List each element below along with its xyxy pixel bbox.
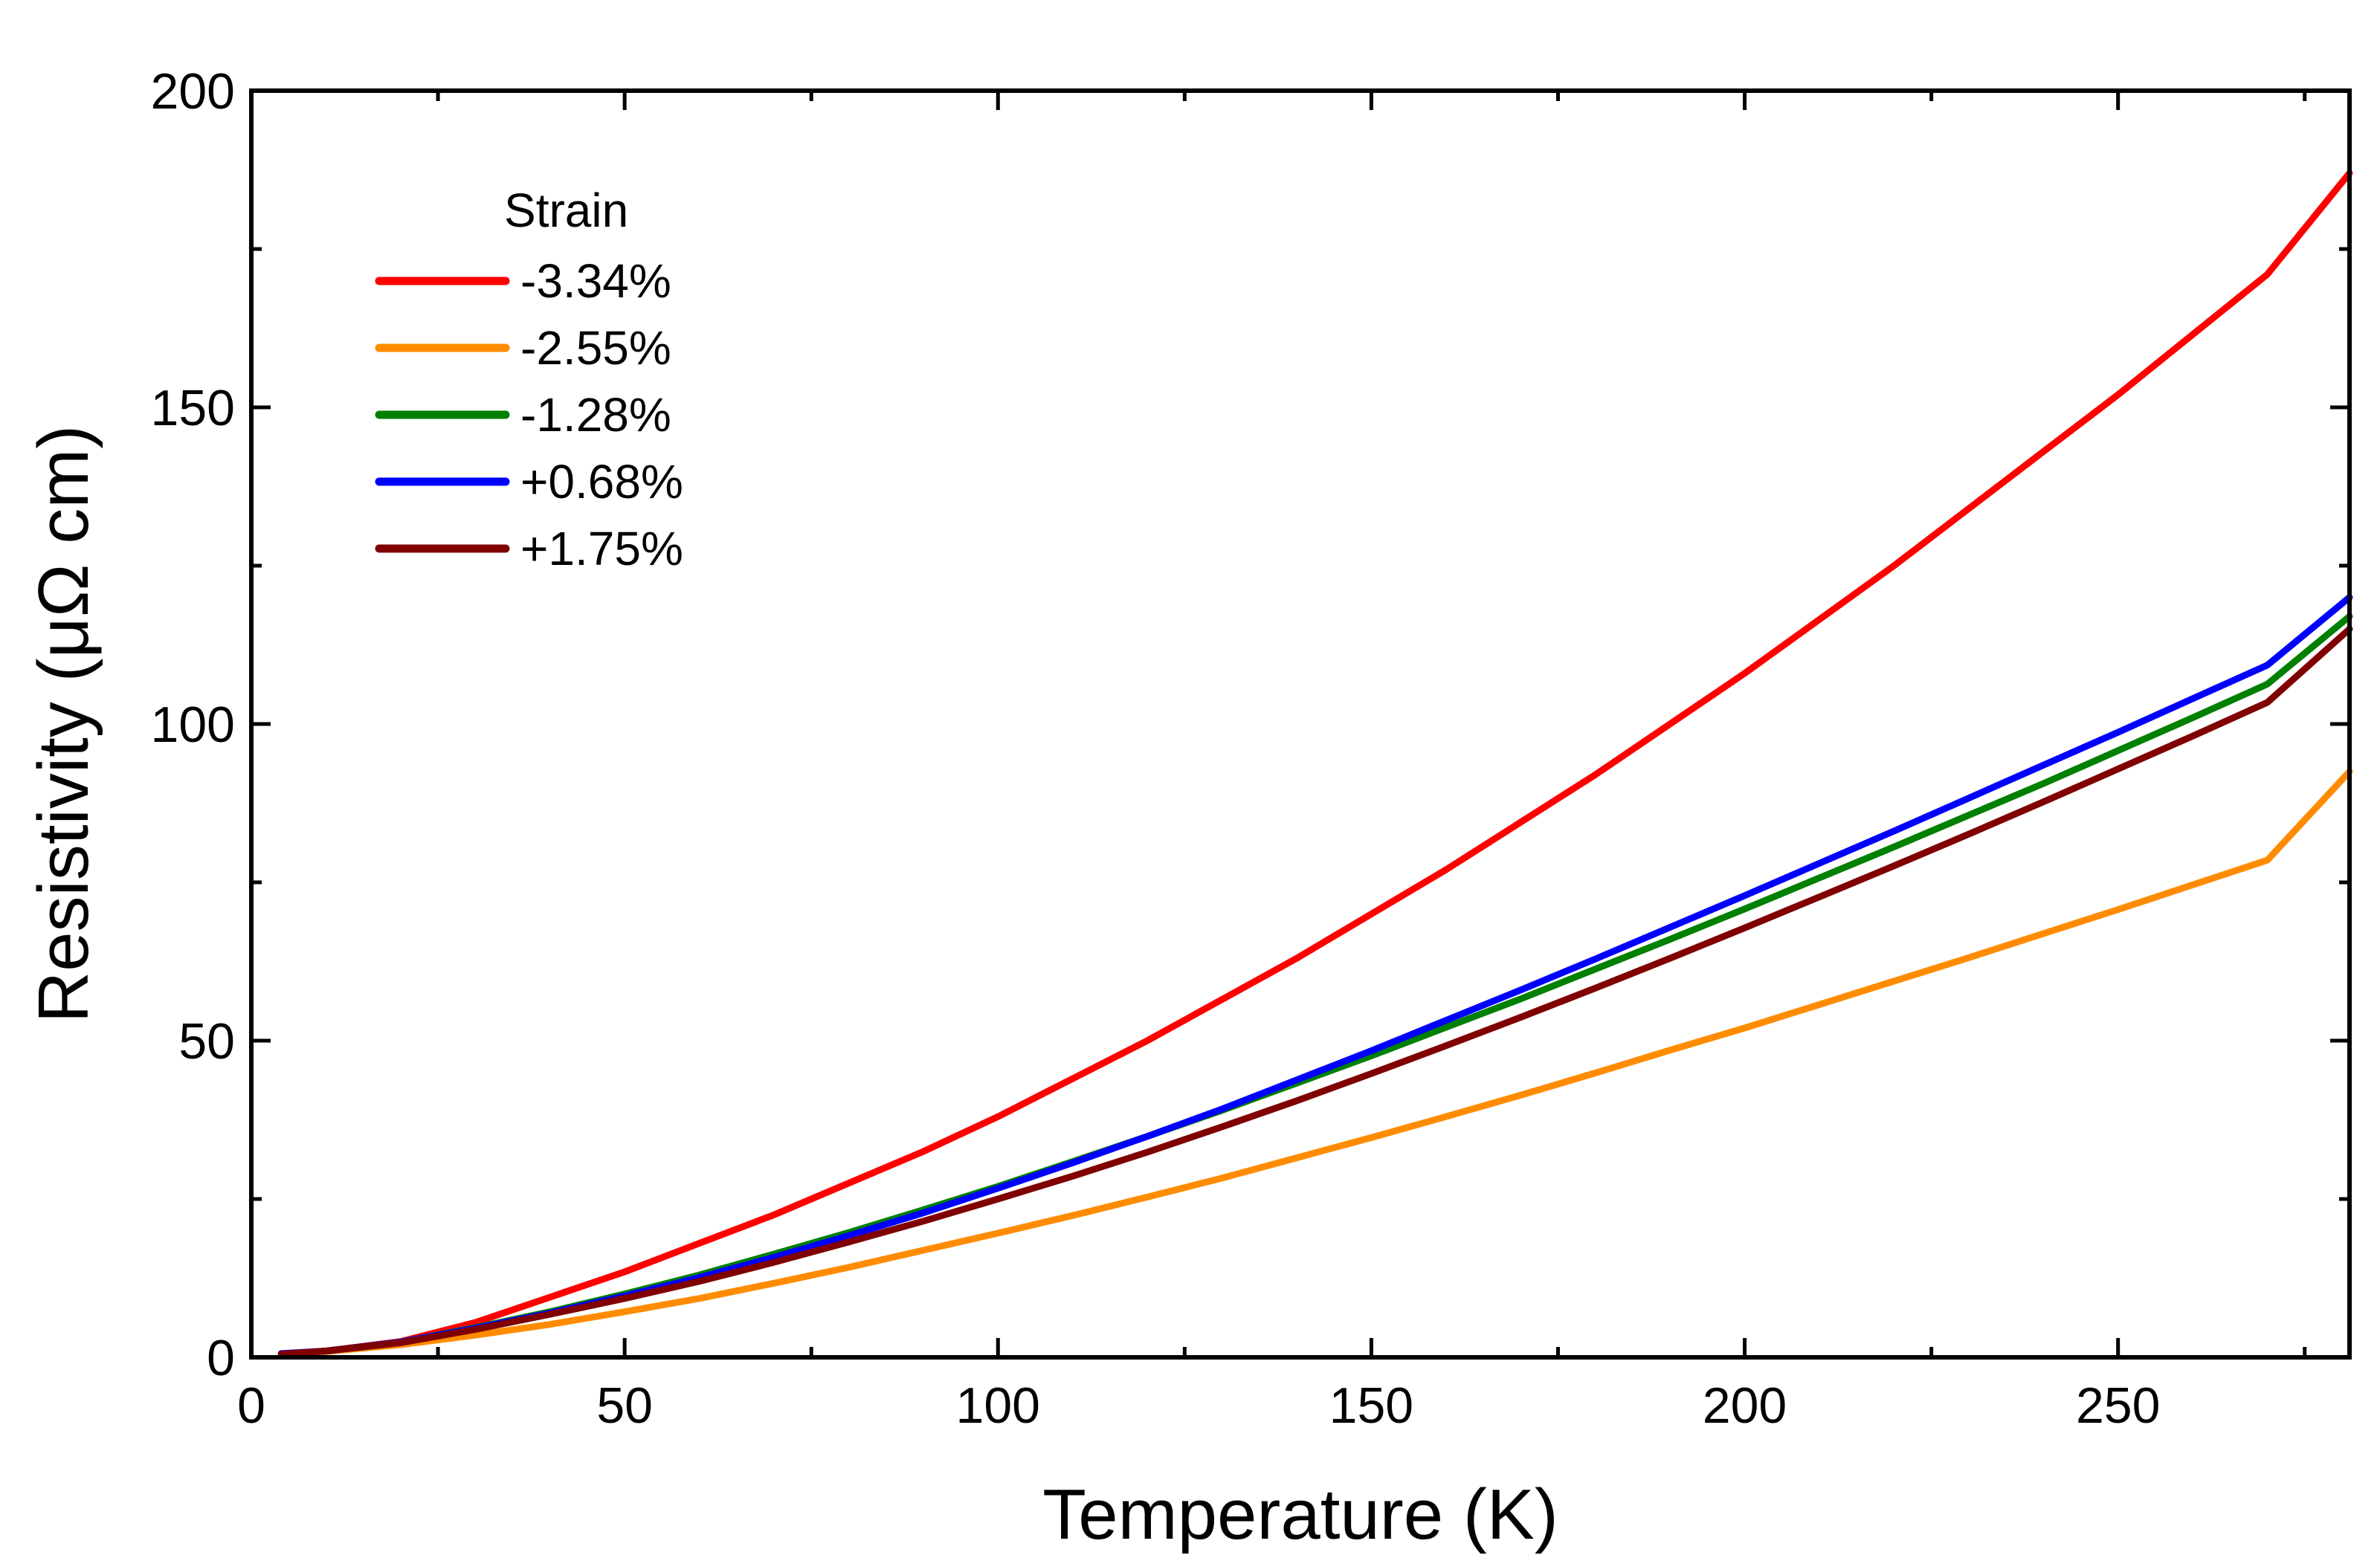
legend-label-4: +0.68%: [520, 455, 683, 508]
x-axis-title: Temperature (K): [1042, 1475, 1558, 1554]
plot-lines: [277, 169, 2353, 1358]
x-axis: 0 50 100 150 200 250: [237, 91, 2307, 1434]
legend-label-1: -3.34%: [520, 254, 671, 308]
y-tick-label: 50: [178, 1013, 235, 1070]
x-tick-label: 100: [956, 1377, 1040, 1434]
legend-title: Strain: [504, 184, 628, 237]
series-line-4: [277, 594, 2353, 1357]
series-line-3: [277, 613, 2353, 1358]
legend: Strain -3.34% -2.55% -1.28% +0.68% +1.75%: [375, 184, 683, 575]
x-tick-label: 50: [596, 1377, 653, 1434]
series-line-1: [277, 169, 2353, 1358]
x-tick-label: 250: [2076, 1377, 2160, 1434]
legend-label-2: -2.55%: [520, 321, 671, 375]
y-tick-label: 150: [151, 380, 235, 436]
y-tick-label: 200: [151, 63, 235, 120]
legend-label-5: +1.75%: [520, 522, 683, 575]
y-tick-label: 0: [207, 1330, 235, 1386]
y-axis: 0 50 100 150 200: [151, 63, 2350, 1386]
series-line-2: [277, 768, 2353, 1358]
x-tick-label: 200: [1703, 1377, 1787, 1434]
series-line-5: [277, 625, 2353, 1358]
x-tick-label: 150: [1329, 1377, 1413, 1434]
y-tick-label: 100: [151, 697, 235, 753]
y-axis-title: Resistivity (μΩ cm): [24, 425, 103, 1023]
legend-label-3: -1.28%: [520, 388, 671, 442]
x-tick-label: 0: [237, 1377, 265, 1434]
